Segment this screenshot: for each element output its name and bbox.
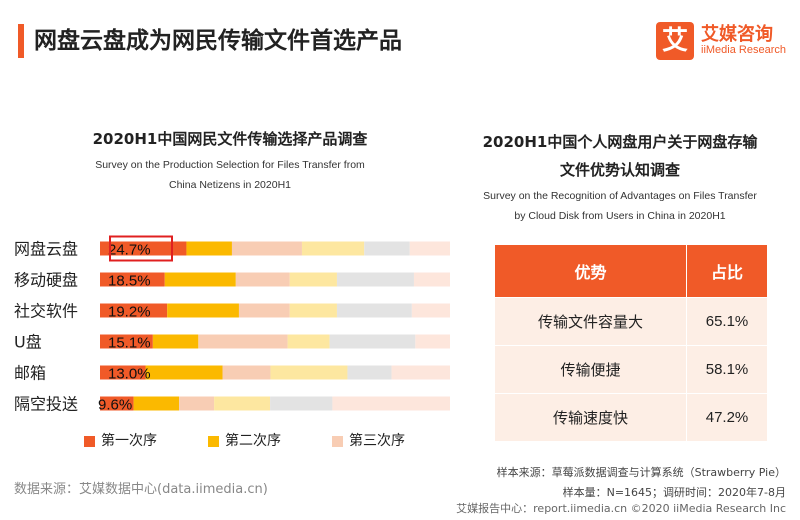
table-header-row: 优势 占比: [493, 244, 768, 298]
legend-swatch-2: [208, 435, 219, 447]
category-label: U盘: [14, 333, 42, 352]
legend-label-2: 第二次序: [225, 433, 281, 449]
bar-segment-6: [413, 272, 450, 287]
bar-segment-6: [411, 303, 450, 318]
bar-segment-5: [347, 365, 392, 380]
header-advantage: 优势: [493, 244, 688, 298]
bar-segment-3: [231, 241, 302, 256]
left-chart-title-cn: 2020H1中国网民文件传输选择产品调查: [92, 130, 368, 148]
bar-segment-5: [270, 396, 333, 411]
sample-source: 样本来源：草莓派数据调查与计算系统（Strawberry Pie）: [496, 466, 786, 479]
logo-en-text: iiMedia Research: [701, 44, 786, 56]
bar-segment-6: [391, 365, 450, 380]
bar-segment-1: [100, 303, 168, 318]
logo-mark: 艾: [656, 22, 694, 60]
data-label: 15.1%: [108, 335, 151, 352]
table-row: 传输便捷 58.1%: [493, 345, 768, 394]
bar-segment-2: [186, 241, 232, 256]
advantage-cell: 传输速度快: [493, 393, 688, 442]
bar-segment-1: [100, 365, 146, 380]
right-title-cn-1: 2020H1中国个人网盘用户关于网盘存输: [482, 133, 758, 151]
left-chart-title: 2020H1中国网民文件传输选择产品调查 Survey on the Produ…: [20, 128, 440, 195]
share-cell: 58.1%: [686, 345, 768, 394]
bar-segment-3: [222, 365, 271, 380]
advantage-table: 优势 占比 传输文件容量大 65.1% 传输便捷 58.1% 传输速度快 47.…: [493, 244, 768, 442]
share-cell: 65.1%: [686, 297, 768, 346]
bar-segment-3: [198, 334, 288, 349]
right-title-cn-2: 文件优势认知调查: [559, 161, 680, 179]
data-label: 19.2%: [108, 304, 151, 321]
page-title: 网盘云盘成为网民传输文件首选产品: [34, 28, 402, 54]
data-label: 9.6%: [98, 397, 132, 414]
data-label: 24.7%: [108, 242, 151, 259]
bar-segment-1: [100, 334, 153, 349]
bar-segment-1: [100, 272, 165, 287]
category-label: 邮箱: [14, 364, 46, 383]
bar-segment-3: [238, 303, 290, 318]
bar-segment-4: [289, 303, 337, 318]
legend-swatch-1: [84, 435, 95, 447]
bar-segment-3: [179, 396, 215, 411]
legend-item-2: 第二次序: [208, 430, 281, 450]
logo-cn-text: 艾媒咨询: [701, 24, 773, 45]
bar-segment-2: [167, 303, 239, 318]
table-row: 传输文件容量大 65.1%: [493, 297, 768, 346]
advantage-cell: 传输便捷: [493, 345, 688, 394]
bar-segment-1: [100, 241, 187, 256]
highlight-box: [109, 235, 173, 262]
advantage-cell: 传输文件容量大: [493, 297, 688, 346]
bar-segment-3: [235, 272, 290, 287]
right-subtitle-1: Survey on the Recognition of Advantages …: [483, 190, 757, 202]
data-source-left: 数据来源：艾媒数据中心(data.iimedia.cn): [14, 482, 268, 497]
bar-segment-6: [409, 241, 450, 256]
bar-segment-6: [415, 334, 450, 349]
stacked-bar-chart: 网盘云盘 24.7% 移动硬盘 18.5% 社交软件 19.2% U盘 15.1% 邮箱 13.0…: [14, 235, 450, 414]
data-label: 13.0%: [108, 366, 151, 383]
category-label: 移动硬盘: [14, 271, 78, 290]
bar-segment-5: [329, 334, 416, 349]
footer-credit: 艾媒报告中心：report.iimedia.cn ©2020 iiMedia R…: [456, 502, 786, 515]
legend-item-1: 第一次序: [84, 430, 157, 450]
category-label: 网盘云盘: [14, 240, 78, 259]
bar-segment-2: [145, 365, 223, 380]
bar-segment-4: [289, 272, 337, 287]
bar-segment-4: [301, 241, 365, 256]
header-share: 占比: [686, 244, 768, 298]
bar-segment-2: [133, 396, 180, 411]
legend-label-3: 第三次序: [349, 433, 405, 449]
bar-segment-2: [152, 334, 199, 349]
right-subtitle-2: by Cloud Disk from Users in China in 202…: [514, 210, 726, 222]
bar-segment-5: [336, 303, 412, 318]
legend-label-1: 第一次序: [101, 433, 157, 449]
legend-swatch-3: [332, 435, 343, 447]
category-label: 社交软件: [14, 302, 78, 321]
share-cell: 47.2%: [686, 393, 768, 442]
bar-segment-6: [332, 396, 450, 411]
bar-segment-4: [270, 365, 348, 380]
bar-segment-5: [336, 272, 414, 287]
iimedia-logo: 艾 艾媒咨询 iiMedia Research: [656, 20, 796, 66]
data-label: 18.5%: [108, 273, 151, 290]
left-chart-subtitle-1: Survey on the Production Selection for F…: [95, 159, 365, 171]
bar-segment-5: [364, 241, 410, 256]
title-accent-bar: [18, 24, 24, 58]
bar-segment-4: [214, 396, 271, 411]
sample-size: 样本量：N=1645；调研时间：2020年7-8月: [562, 486, 786, 499]
left-chart-subtitle-2: China Netizens in 2020H1: [169, 179, 291, 191]
bar-segment-2: [164, 272, 236, 287]
table-row: 传输速度快 47.2%: [493, 393, 768, 442]
category-label: 隔空投送: [14, 395, 78, 414]
legend-item-3: 第三次序: [332, 430, 405, 450]
bar-segment-4: [287, 334, 330, 349]
right-table-title: 2020H1中国个人网盘用户关于网盘存输 文件优势认知调查 Survey on …: [455, 128, 785, 226]
bar-segment-1: [100, 396, 134, 411]
